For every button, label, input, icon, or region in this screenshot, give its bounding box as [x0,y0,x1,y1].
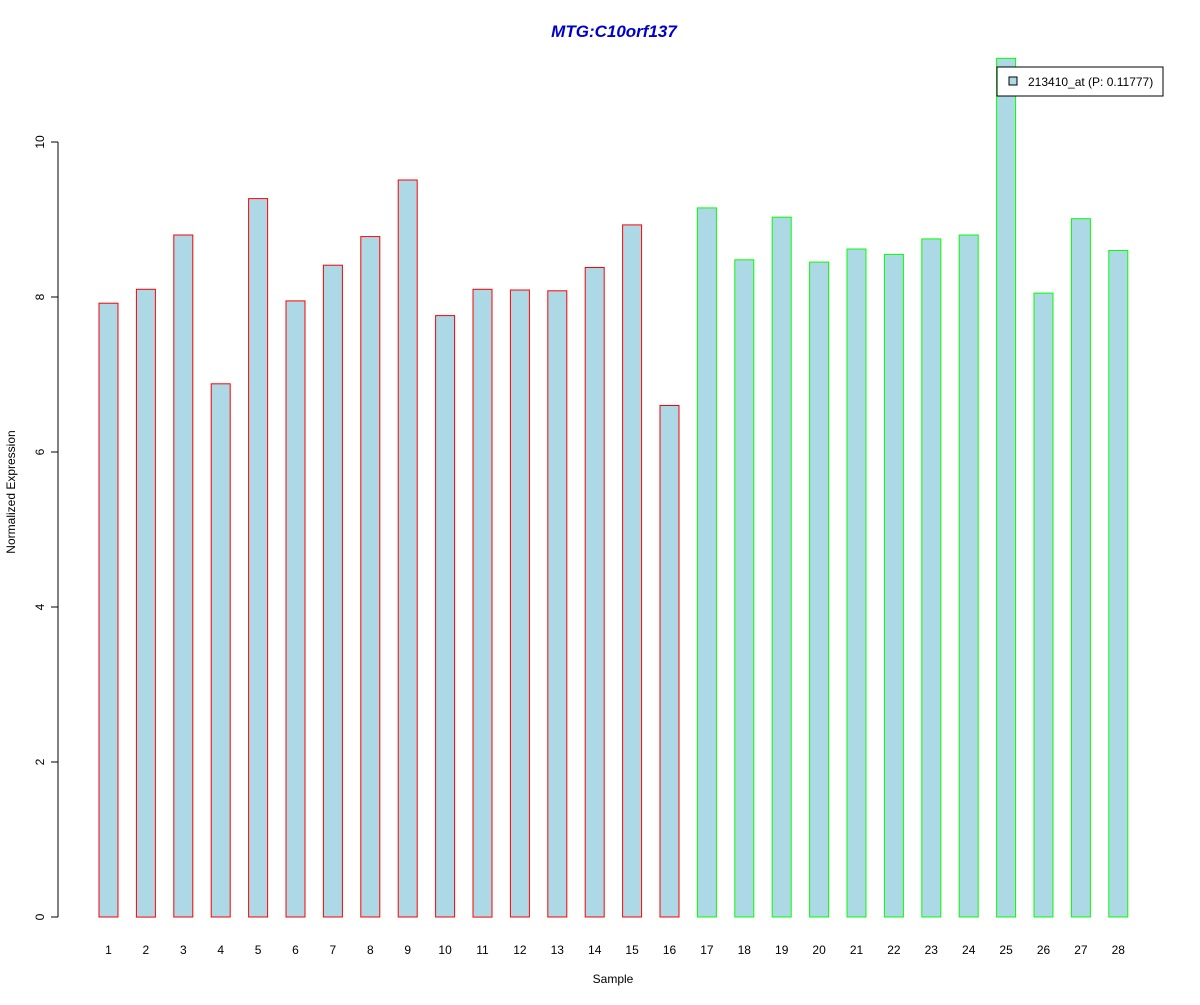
bar-sample-17 [696,207,717,918]
bar-sample-8 [360,236,381,918]
x-tick-label: 24 [962,943,976,957]
x-tick-label: 21 [850,943,864,957]
legend-swatch [1008,76,1018,86]
x-tick-label: 20 [812,943,826,957]
bar-sample-15 [622,224,643,918]
x-tick-label: 4 [217,943,224,957]
x-tick-label: 2 [143,943,150,957]
y-axis: 0 2 4 6 8 10 [33,135,59,920]
bar-sample-13 [547,290,568,918]
bar-sample-19 [771,216,792,918]
x-tick-label: 15 [625,943,639,957]
legend: 213410_at (P: 0.11777) [996,66,1164,97]
legend-label: 213410_at (P: 0.11777) [1028,75,1153,89]
x-tick-label: 18 [738,943,752,957]
bar-sample-27 [1070,218,1091,918]
bar-sample-22 [883,253,904,918]
x-tick-label: 10 [438,943,452,957]
x-tick-label: 13 [551,943,565,957]
bar-sample-28 [1108,250,1129,918]
bar-sample-3 [173,234,194,918]
y-tick-label: 2 [33,758,47,765]
bar-sample-9 [397,179,418,918]
bar-sample-23 [921,238,942,918]
x-tick-label: 25 [999,943,1013,957]
y-tick-label: 4 [33,603,47,610]
x-tick-label: 12 [513,943,527,957]
x-tick-label: 8 [367,943,374,957]
x-tick-label: 26 [1037,943,1051,957]
x-tick-label: 17 [700,943,714,957]
y-axis-label: Normalized Expression [4,430,18,553]
bar-sample-11 [472,288,493,918]
x-tick-label: 11 [476,943,489,957]
x-tick-label: 19 [775,943,789,957]
x-tick-labels: 1 2 3 4 5 6 7 8 9 10 11 12 13 14 15 16 17 18 19 20 21 22 23 24 2… [105,943,1125,957]
bar-sample-25 [996,57,1017,918]
bar-sample-5 [248,198,269,918]
x-tick-label: 7 [330,943,337,957]
bar-sample-14 [584,267,605,918]
x-tick-label: 6 [292,943,299,957]
bar-sample-4 [210,383,231,918]
bar-sample-10 [435,315,456,918]
bar-sample-7 [322,264,343,918]
x-tick-label: 1 [105,943,112,957]
x-axis-label: Sample [593,972,634,986]
bars-group [98,57,1129,918]
bar-sample-21 [846,248,867,918]
x-tick-label: 3 [180,943,187,957]
x-tick-label: 27 [1074,943,1088,957]
bar-sample-2 [135,288,156,918]
bar-sample-20 [809,261,830,918]
bar-sample-24 [958,234,979,918]
legend-box [996,66,1164,97]
x-tick-label: 22 [887,943,901,957]
y-tick-label: 10 [33,135,47,149]
bar-sample-16 [659,405,680,918]
x-tick-label: 23 [925,943,939,957]
y-tick-label: 0 [33,913,47,920]
bar-sample-1 [98,302,119,918]
x-tick-label: 9 [404,943,411,957]
bar-sample-26 [1033,292,1054,918]
x-tick-label: 28 [1112,943,1126,957]
chart-title: MTG:C10orf137 [551,22,678,41]
bar-sample-12 [509,289,530,918]
x-tick-label: 5 [255,943,262,957]
x-tick-label: 16 [663,943,677,957]
bar-sample-6 [285,300,306,918]
y-tick-label: 8 [33,293,47,300]
x-tick-label: 14 [588,943,602,957]
bar-sample-18 [734,259,755,918]
y-tick-label: 6 [33,448,47,455]
